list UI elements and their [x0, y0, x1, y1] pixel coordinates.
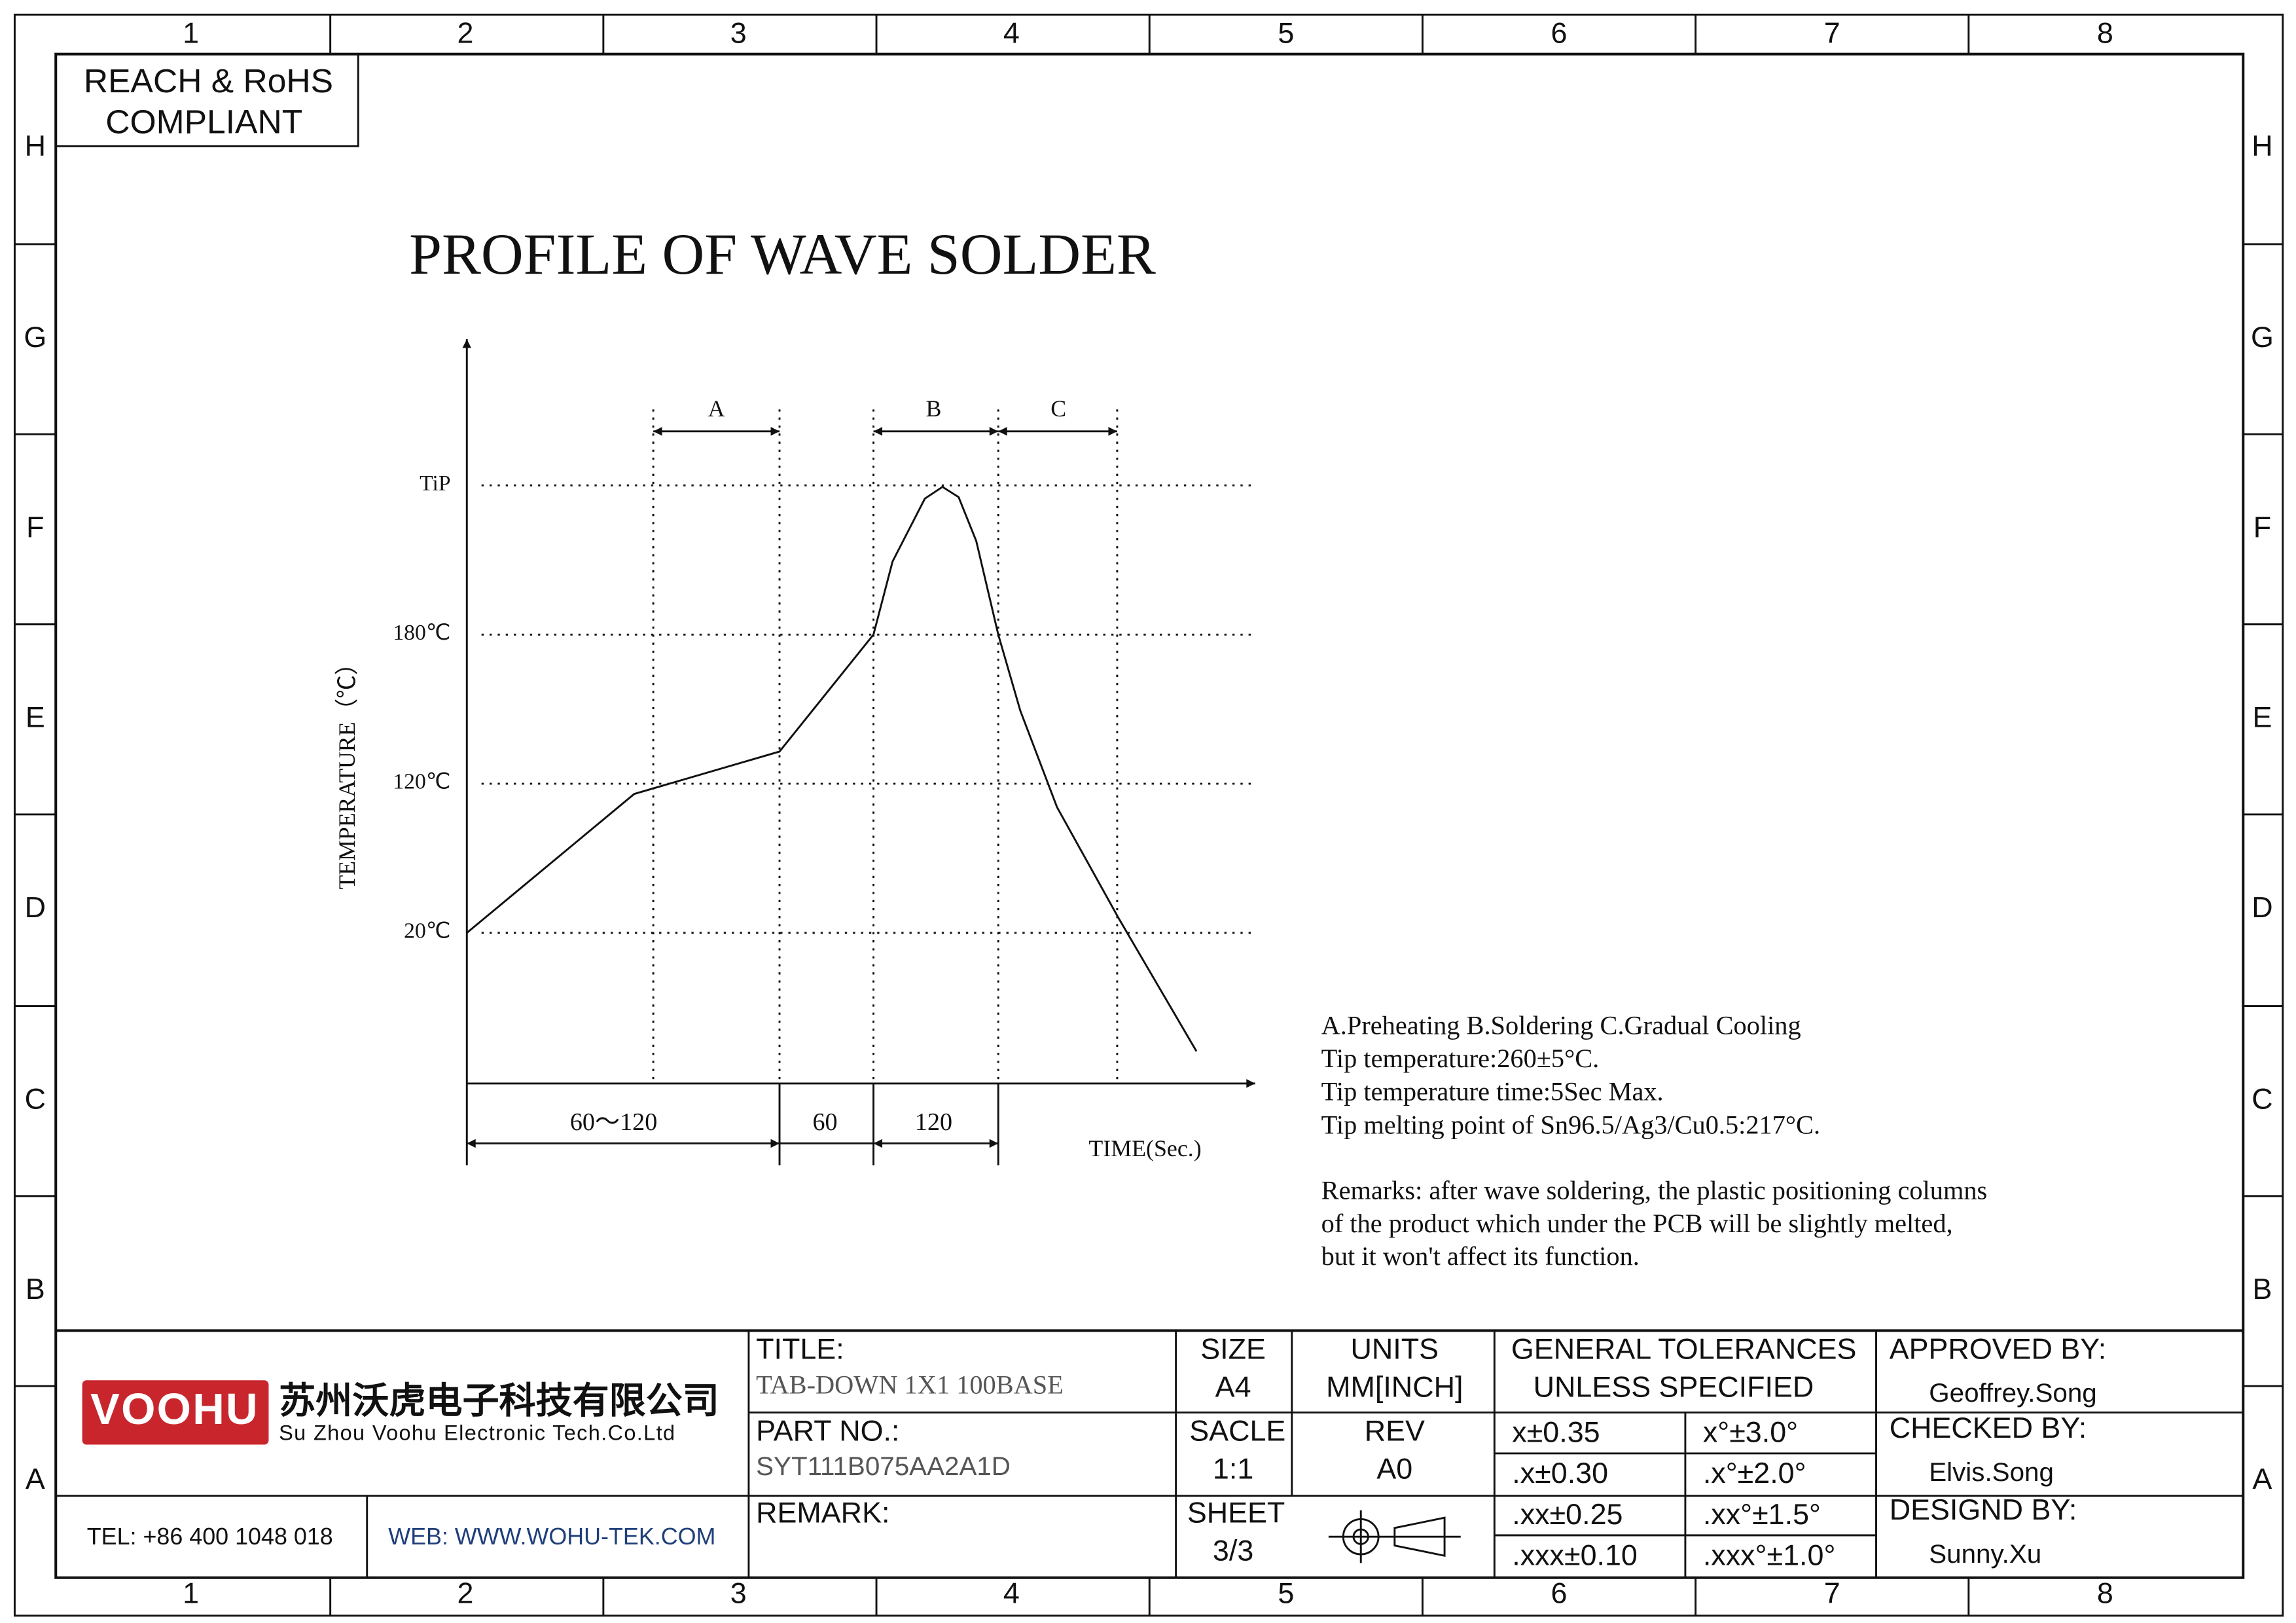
- duration-label: 120: [915, 1108, 952, 1136]
- duration-label: 60～120: [570, 1108, 657, 1136]
- column-label: 8: [2097, 1577, 2113, 1609]
- column-label: 6: [1551, 1577, 1568, 1609]
- note-line: A.Preheating B.Soldering C.Gradual Cooli…: [1321, 1010, 1801, 1040]
- field-label: REV: [1365, 1415, 1425, 1448]
- tolerance-title: GENERAL TOLERANCES: [1511, 1332, 1857, 1365]
- chart-title: PROFILE OF WAVE SOLDER: [409, 222, 1156, 287]
- chart-lines: [462, 339, 1255, 1165]
- note-line: Tip melting point of Sn96.5/Ag3/Cu0.5:21…: [1321, 1110, 1820, 1139]
- title-block-lines: [56, 1329, 2244, 1578]
- row-label: A: [26, 1463, 45, 1495]
- zone-label: B: [926, 395, 942, 422]
- tolerance-value: .xx±0.25: [1512, 1498, 1623, 1531]
- field-value: 1:1: [1213, 1453, 1253, 1486]
- column-label: 4: [1003, 1577, 1020, 1609]
- field-value: 3/3: [1213, 1535, 1253, 1567]
- signoff-name: Geoffrey.Song: [1929, 1378, 2096, 1408]
- row-label: G: [2251, 321, 2274, 354]
- signoff-label: CHECKED BY:: [1890, 1412, 2087, 1444]
- field-label: UNITS: [1351, 1332, 1439, 1365]
- field-value: A4: [1215, 1371, 1251, 1404]
- row-label: H: [25, 129, 46, 162]
- note-line: Tip temperature:260±5°C.: [1321, 1044, 1600, 1073]
- tolerance-value: x°±3.0°: [1703, 1416, 1798, 1449]
- company-name-en: Su Zhou Voohu Electronic Tech.Co.Ltd: [279, 1421, 675, 1445]
- row-label: B: [26, 1273, 45, 1305]
- field-value: MM[INCH]: [1326, 1371, 1463, 1404]
- field-value: A0: [1376, 1453, 1412, 1486]
- row-label: A: [2252, 1463, 2272, 1495]
- remark-line: of the product which under the PCB will …: [1321, 1209, 1953, 1238]
- tolerance-value: .x±0.30: [1512, 1457, 1608, 1489]
- y-level-label: 20℃: [404, 919, 450, 943]
- row-label: D: [25, 891, 46, 924]
- web: WEB: WWW.WOHU-TEK.COM: [388, 1523, 715, 1550]
- field-label: SHEET: [1187, 1497, 1285, 1529]
- logo-text: VOOHU: [90, 1385, 259, 1434]
- row-label: H: [2251, 129, 2272, 162]
- y-level-label: 180℃: [393, 621, 450, 645]
- signoff-name: Elvis.Song: [1929, 1457, 2054, 1487]
- duration-label: 60: [812, 1108, 837, 1136]
- tel: TEL: +86 400 1048 018: [87, 1523, 333, 1550]
- compliance-text: REACH & RoHS: [84, 62, 333, 100]
- column-label: 1: [183, 16, 199, 49]
- row-label: E: [26, 701, 45, 734]
- projection-symbol: [1328, 1510, 1461, 1563]
- row-label: G: [24, 321, 46, 354]
- field-label: SACLE: [1189, 1415, 1285, 1448]
- y-axis-label: TEMPERATURE（℃）: [334, 651, 360, 889]
- field-value: TAB-DOWN 1X1 100BASE: [756, 1370, 1064, 1400]
- column-label: 6: [1551, 16, 1568, 49]
- field-label: REMARK:: [756, 1497, 889, 1529]
- y-level-label: TiP: [420, 471, 450, 496]
- signoff-label: APPROVED BY:: [1890, 1332, 2106, 1365]
- tolerance-value: .x°±2.0°: [1703, 1457, 1806, 1489]
- signoff-name: Sunny.Xu: [1929, 1539, 2041, 1569]
- field-label: TITLE:: [756, 1332, 844, 1365]
- column-label: 1: [183, 1577, 199, 1609]
- remark-line: but it won't affect its function.: [1321, 1241, 1640, 1271]
- remark-line: Remarks: after wave soldering, the plast…: [1321, 1176, 1988, 1205]
- tolerance-value: .xxx°±1.0°: [1703, 1539, 1836, 1571]
- row-label: D: [2251, 891, 2272, 924]
- compliance-text: COMPLIANT: [105, 102, 302, 140]
- company-name-cn: 苏州沃虎电子科技有限公司: [279, 1380, 719, 1421]
- field-label: PART NO.:: [756, 1415, 899, 1448]
- row-label: C: [25, 1083, 46, 1116]
- column-label: 8: [2097, 16, 2113, 49]
- zone-label: A: [708, 395, 725, 422]
- column-label: 7: [1824, 1577, 1840, 1609]
- row-label: C: [2251, 1083, 2272, 1116]
- row-label: E: [2252, 701, 2272, 734]
- row-label: F: [26, 511, 44, 543]
- compliance-box: [54, 53, 359, 147]
- column-label: 2: [457, 16, 474, 49]
- y-level-label: 120℃: [393, 770, 450, 794]
- row-label: B: [2252, 1273, 2272, 1305]
- logo-badge: [82, 1380, 269, 1445]
- field-value: SYT111B075AA2A1D: [756, 1451, 1011, 1481]
- tolerance-title: UNLESS SPECIFIED: [1534, 1371, 1814, 1404]
- column-label: 7: [1824, 16, 1840, 49]
- column-label: 3: [730, 16, 747, 49]
- column-label: 3: [730, 1577, 747, 1609]
- tolerance-value: x±0.35: [1512, 1416, 1600, 1449]
- column-label: 5: [1278, 1577, 1294, 1609]
- column-label: 2: [457, 1577, 474, 1609]
- tolerance-value: .xx°±1.5°: [1703, 1498, 1821, 1531]
- x-axis-label: TIME(Sec.): [1088, 1135, 1201, 1161]
- column-label: 5: [1278, 16, 1294, 49]
- row-label: F: [2253, 511, 2271, 543]
- zone-label: C: [1050, 395, 1066, 422]
- column-label: 4: [1003, 16, 1020, 49]
- tolerance-value: .xxx±0.10: [1512, 1539, 1638, 1571]
- signoff-label: DESIGND BY:: [1890, 1493, 2077, 1526]
- field-label: SIZE: [1200, 1332, 1266, 1365]
- profile-curve: [466, 485, 1198, 1052]
- note-line: Tip temperature time:5Sec Max.: [1321, 1077, 1664, 1106]
